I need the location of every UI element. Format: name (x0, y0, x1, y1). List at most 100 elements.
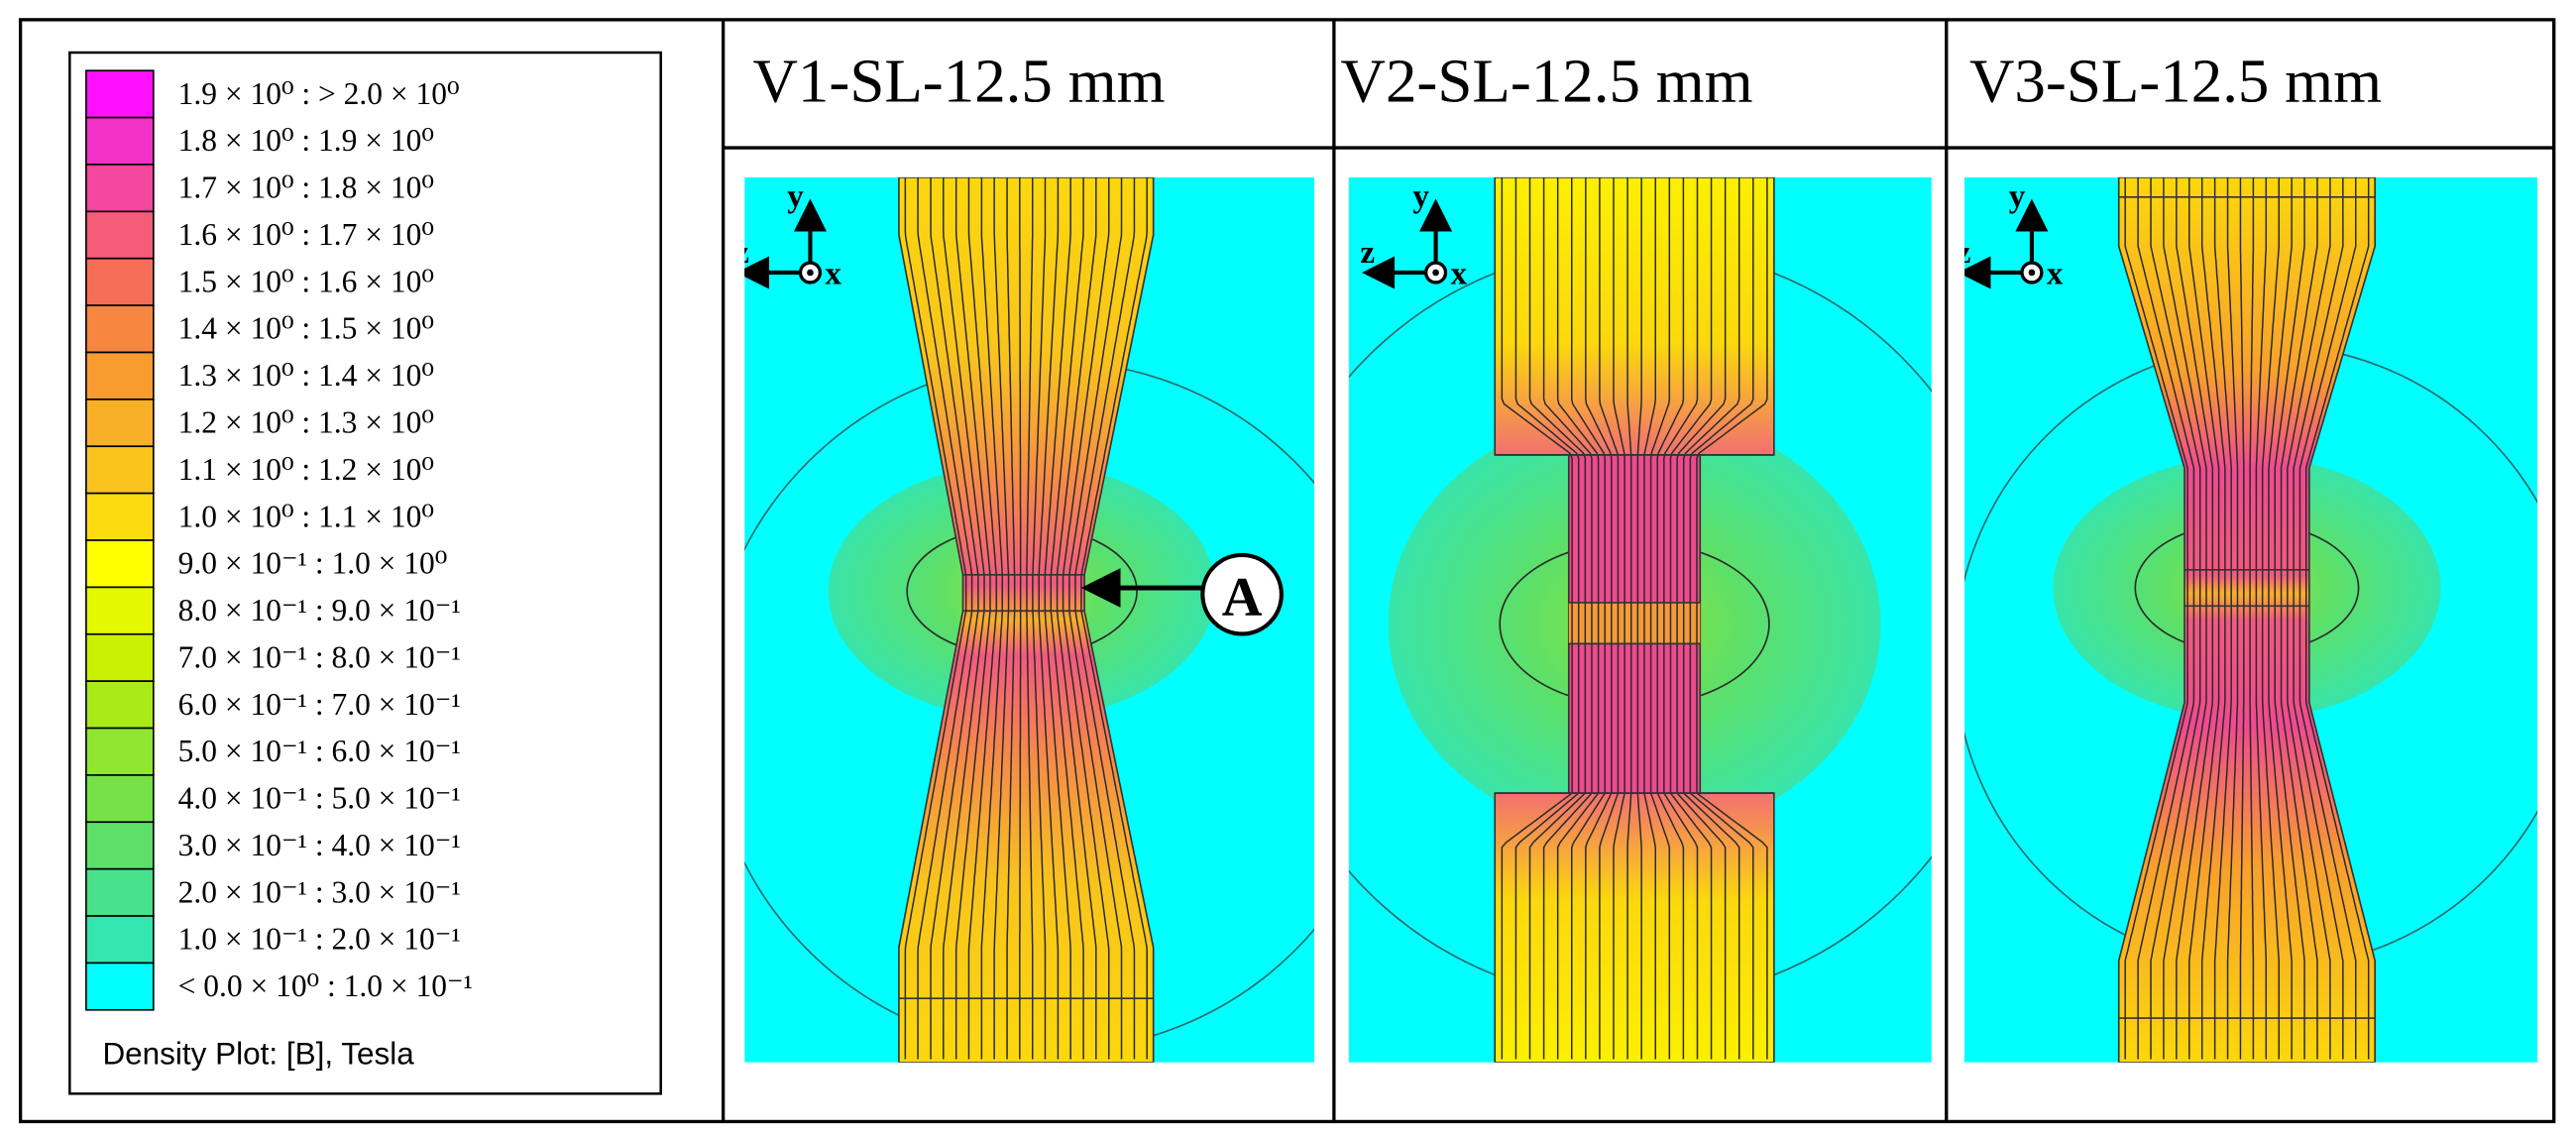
legend-label: 3.0 × 10⁻¹ : 4.0 × 10⁻¹ (178, 828, 461, 862)
field-line (2280, 176, 2318, 1060)
panel-title: V1-SL-12.5 mm (752, 47, 1165, 116)
field-line (2137, 176, 2195, 1060)
panel-title: V2-SL-12.5 mm (1341, 47, 1753, 116)
field-line (2124, 176, 2188, 1060)
legend-label: 4.0 × 10⁻¹ : 5.0 × 10⁻¹ (178, 781, 461, 816)
field-line (2261, 176, 2280, 1060)
axis-label: x (2047, 256, 2064, 292)
field-line (1056, 176, 1097, 1060)
legend: 1.9 × 10⁰ : > 2.0 × 10⁰ 1.8 × 10⁰ : 1.9 ×… (85, 69, 473, 1011)
axis-label: y (787, 178, 804, 215)
field-line (1528, 176, 1587, 1060)
field-line (1676, 176, 1727, 1060)
axis-label: x (1451, 256, 1468, 292)
field-line (980, 176, 1004, 1060)
field-line (2287, 176, 2331, 1060)
field-line (1649, 176, 1671, 1060)
field-line (1585, 176, 1613, 1060)
gap (1568, 602, 1701, 644)
field-line (2298, 176, 2357, 1060)
density-plot: y z x (734, 176, 1315, 1063)
field-line (1626, 176, 1632, 1060)
field-line (954, 176, 991, 1060)
density-plot: yzx (1957, 176, 2538, 1063)
plot-area: yz x (1348, 176, 1932, 1063)
legend-swatch (85, 539, 155, 589)
legend-label: 7.0 × 10⁻¹ : 8.0 × 10⁻¹ (178, 639, 461, 674)
legend-swatch (85, 867, 155, 917)
legend-caption: Density Plot: [B], Tesla (102, 1036, 414, 1071)
field-line (1643, 176, 1656, 1060)
legend-swatch (85, 727, 155, 776)
axis-dot (1432, 269, 1439, 277)
field-line (1501, 176, 1573, 1060)
field-line (2304, 176, 2370, 1060)
field-line (1044, 176, 1071, 1060)
legend-swatch (85, 304, 155, 354)
field-line (1062, 176, 1110, 1060)
legend-label: 1.7 × 10⁰ : 1.8 × 10⁰ (178, 171, 434, 205)
legend-label: 5.0 × 10⁻¹ : 6.0 × 10⁻¹ (178, 734, 461, 768)
legend-label: 1.2 × 10⁰ : 1.3 × 10⁰ (178, 405, 434, 440)
legend-swatch (85, 915, 155, 965)
frame (18, 18, 2556, 1124)
axis-label: y (1412, 178, 1429, 215)
field-line (1514, 176, 1580, 1060)
field-line (943, 176, 985, 1060)
legend-swatch (85, 962, 155, 1011)
axis-label: z (734, 234, 749, 271)
legend-swatch (85, 398, 155, 448)
field-line (904, 176, 967, 1060)
legend-label: 1.0 × 10⁰ : 1.1 × 10⁰ (178, 499, 434, 533)
field-line (1068, 176, 1123, 1060)
legend-swatch (85, 774, 155, 824)
field-line (2293, 176, 2344, 1060)
annotation-label: A (1222, 567, 1263, 628)
legend-swatch (85, 445, 155, 495)
legend-box (68, 51, 662, 1095)
field-line (1006, 176, 1016, 1060)
legend-label: 1.9 × 10⁰ : > 2.0 × 10⁰ (178, 76, 460, 111)
field-line (1026, 176, 1034, 1060)
legend-label: 2.0 × 10⁻¹ : 3.0 × 10⁻¹ (178, 874, 461, 909)
legend-swatch (85, 632, 155, 682)
panel-title: V3-SL-12.5 mm (1969, 47, 2382, 116)
legend-label: 1.6 × 10⁰ : 1.7 × 10⁰ (178, 217, 434, 252)
legend-swatch (85, 492, 155, 541)
field-line (2268, 176, 2293, 1060)
field-line (2239, 176, 2245, 1060)
legend-label: 1.5 × 10⁰ : 1.6 × 10⁰ (178, 264, 434, 298)
field-line (2188, 176, 2220, 1060)
field-line (2255, 176, 2268, 1060)
steel-core (1494, 792, 1775, 1063)
legend-label: 1.4 × 10⁰ : 1.5 × 10⁰ (178, 311, 434, 346)
field-line (1038, 176, 1060, 1060)
field-line (2274, 176, 2305, 1060)
legend-swatch (85, 680, 155, 730)
plot-area: yzx (1957, 176, 2538, 1063)
field-line (1050, 176, 1084, 1060)
axis-label: z (1957, 234, 1971, 271)
field-line (930, 176, 979, 1060)
density-plot: yz x (1348, 176, 1932, 1063)
axis-dot (2028, 269, 2036, 277)
legend-swatch (85, 821, 155, 870)
field-line (1663, 176, 1699, 1060)
steel-core (1494, 176, 1775, 456)
axis-label: x (825, 256, 841, 292)
field-line (2213, 176, 2232, 1060)
annotation-circle (1200, 552, 1284, 636)
legend-label: 1.1 × 10⁰ : 1.2 × 10⁰ (178, 452, 434, 487)
field-line (2200, 176, 2226, 1060)
field-line (1032, 176, 1047, 1060)
axis-label: z (1360, 234, 1375, 271)
legend-label: 1.0 × 10⁻¹ : 2.0 × 10⁻¹ (178, 922, 461, 957)
legend-swatch (85, 351, 155, 400)
legend-label: 8.0 × 10⁻¹ : 9.0 × 10⁻¹ (178, 593, 461, 627)
field-line (1019, 176, 1022, 1060)
field-line (1689, 176, 1754, 1060)
field-line (917, 176, 973, 1060)
